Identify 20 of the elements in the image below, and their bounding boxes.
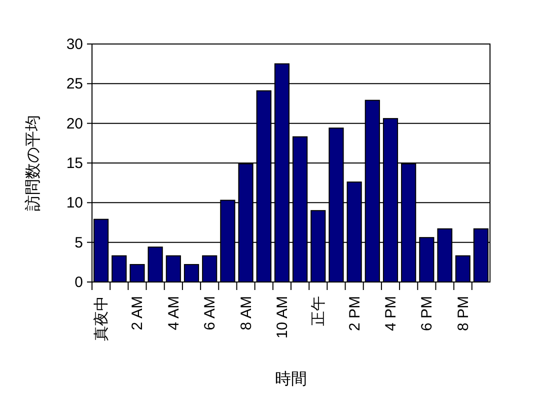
x-tick-label: 10 AM bbox=[274, 296, 291, 339]
x-axis-title: 時間 bbox=[275, 370, 307, 388]
x-tick-label: 6 AM bbox=[202, 296, 219, 330]
y-tick-label: 25 bbox=[66, 76, 83, 93]
y-tick-label: 20 bbox=[66, 115, 83, 132]
x-tick-label: 正午 bbox=[310, 296, 328, 326]
y-tick-label: 0 bbox=[74, 274, 83, 291]
y-tick-label: 10 bbox=[66, 194, 83, 212]
y-axis-title: 訪問数の平均 bbox=[24, 115, 42, 211]
x-tick-label: 4 PM bbox=[382, 296, 400, 332]
x-tick-label: 真夜中 bbox=[93, 296, 110, 341]
y-tick-label: 5 bbox=[74, 234, 83, 252]
x-tick-label: 2 AM bbox=[129, 296, 146, 330]
x-tick-label: 6 PM bbox=[418, 296, 436, 332]
x-tick-label: 2 PM bbox=[346, 296, 364, 332]
x-tick-label: 4 AM bbox=[165, 296, 182, 330]
y-tick-label: 30 bbox=[66, 36, 83, 53]
x-tick-label: 8 AM bbox=[238, 296, 255, 330]
y-tick-label: 15 bbox=[66, 155, 83, 172]
x-tick-label: 8 PM bbox=[454, 296, 472, 332]
